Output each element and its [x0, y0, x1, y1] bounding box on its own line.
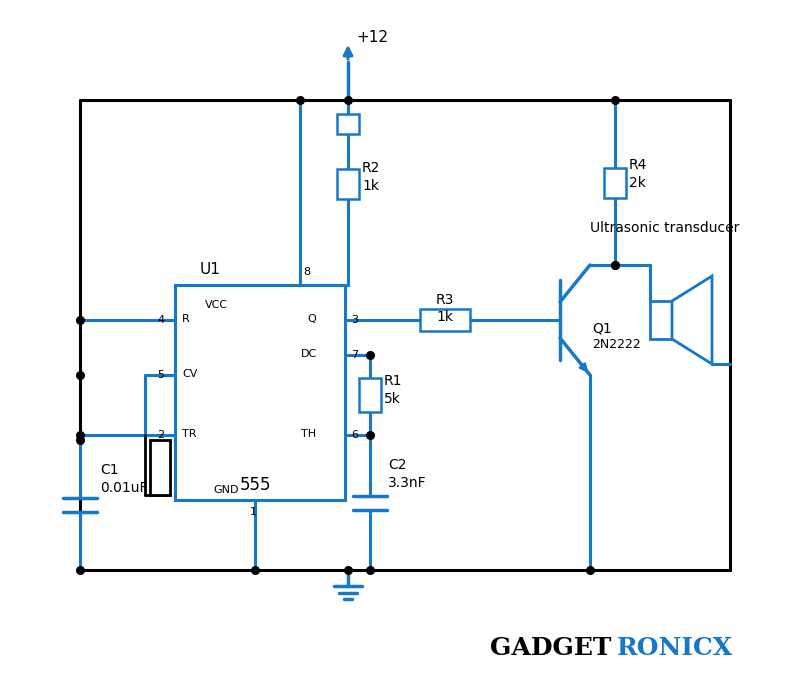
Polygon shape	[672, 276, 712, 364]
Text: 2k: 2k	[629, 176, 646, 190]
Text: 7: 7	[351, 350, 358, 360]
Text: 3: 3	[351, 315, 358, 325]
Text: 5: 5	[158, 370, 165, 380]
Text: 1k: 1k	[437, 310, 454, 324]
Text: 8: 8	[303, 267, 310, 277]
Text: R4: R4	[629, 158, 647, 172]
Text: 5k: 5k	[384, 392, 401, 406]
Text: 2N2222: 2N2222	[592, 338, 641, 350]
Text: C1: C1	[100, 463, 118, 477]
Text: GND: GND	[213, 485, 238, 495]
Bar	[359, 378, 381, 412]
Text: 1k: 1k	[362, 179, 379, 193]
Bar	[650, 301, 672, 339]
Bar	[604, 168, 626, 198]
Text: 3.3nF: 3.3nF	[388, 476, 426, 490]
Text: TH: TH	[301, 429, 316, 439]
Text: R3: R3	[436, 293, 454, 307]
Text: 555: 555	[240, 476, 271, 494]
Text: 2: 2	[158, 430, 165, 440]
Text: TR: TR	[182, 429, 197, 439]
Text: 1: 1	[250, 507, 257, 517]
Text: 6: 6	[351, 430, 358, 440]
Text: VCC: VCC	[205, 300, 228, 310]
Text: C2: C2	[388, 458, 406, 472]
Bar	[150, 440, 170, 495]
Text: RONICX: RONICX	[617, 636, 734, 660]
Text: Q: Q	[307, 314, 316, 324]
Text: 0.01uF: 0.01uF	[100, 481, 147, 495]
Bar	[175, 285, 345, 500]
Text: Ultrasonic transducer: Ultrasonic transducer	[590, 221, 739, 235]
Text: 4: 4	[158, 315, 165, 325]
Bar	[337, 114, 359, 134]
Bar	[337, 169, 359, 199]
Bar	[420, 309, 470, 331]
Text: R: R	[182, 314, 190, 324]
Text: R2: R2	[362, 161, 380, 175]
Text: GADGET: GADGET	[490, 636, 611, 660]
Text: CV: CV	[182, 369, 198, 379]
Text: Q1: Q1	[592, 321, 612, 335]
Text: DC: DC	[301, 349, 318, 359]
Text: +12: +12	[356, 30, 388, 45]
Text: R1: R1	[384, 374, 402, 388]
Text: U1: U1	[200, 261, 221, 277]
